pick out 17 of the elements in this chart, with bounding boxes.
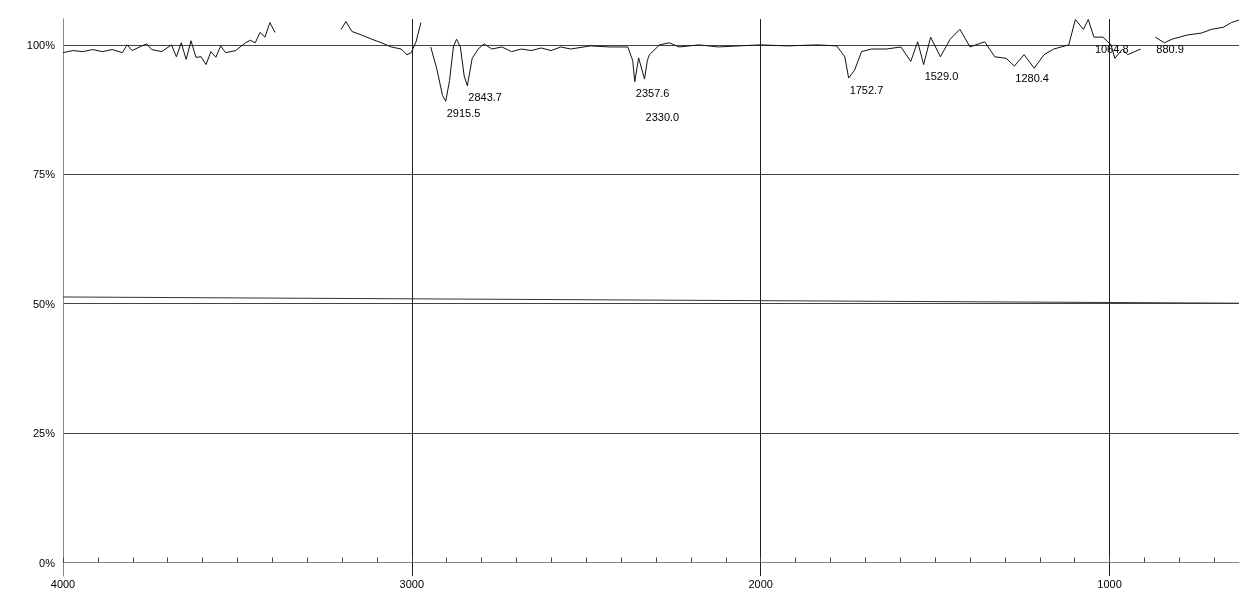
y-tick-label: 100% (26, 38, 56, 51)
x-tick-label: 3000 (399, 577, 425, 590)
y-tick-label: 0% (39, 556, 56, 569)
annotation: 2915.5 (446, 106, 481, 119)
annotation: 2330.0 (645, 110, 680, 123)
annotation: 1529.0 (924, 70, 959, 83)
annotation: 2357.6 (635, 87, 670, 100)
annotation: 2843.7 (468, 91, 502, 104)
annotation: 1752.7 (849, 83, 884, 96)
x-tick-label: 4000 (50, 577, 76, 590)
x-tick-label: 2000 (748, 577, 773, 590)
annotation: 880.9 (1156, 42, 1184, 55)
annotation: 1280.4 (1015, 71, 1049, 84)
y-tick-label: 50% (32, 297, 56, 310)
x-tick-label: 1000 (1097, 577, 1122, 590)
y-tick-label: 75% (32, 168, 56, 181)
y-tick-label: 25% (32, 427, 56, 440)
